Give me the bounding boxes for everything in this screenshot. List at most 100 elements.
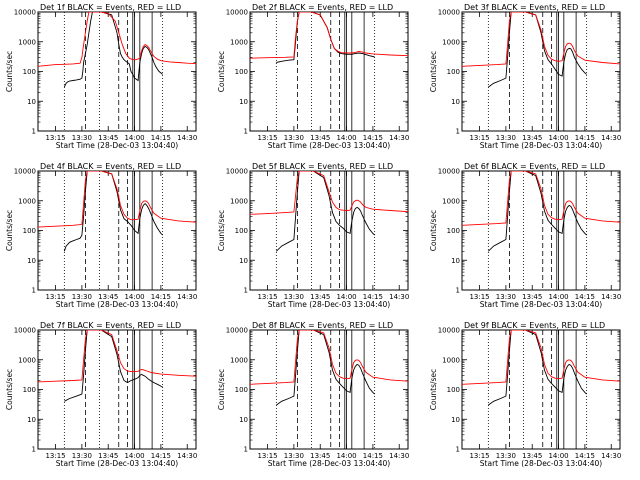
y-tick-label: 1000: [18, 356, 36, 364]
y-axis-label: Counts/sec: [5, 51, 14, 92]
y-axis-label: Counts/sec: [217, 210, 226, 251]
detector-panel-2: Det 2f BLACK = Events, RED = LLD 1 10 100 10…: [217, 3, 409, 150]
y-axis-label: Counts/sec: [217, 51, 226, 92]
x-tick-label: 14:30: [601, 134, 621, 142]
x-tick-label: 14:15: [363, 134, 383, 142]
x-axis-label: Start Time (28-Dec-03 13:04:40): [480, 300, 602, 309]
x-tick-label: 14:00: [124, 134, 144, 142]
x-tick-label: 13:30: [496, 134, 516, 142]
y-tick-label: 100: [23, 68, 36, 76]
x-tick-label: 13:45: [522, 134, 542, 142]
y-tick-label: 1000: [230, 356, 248, 364]
x-tick-label: 13:30: [284, 452, 304, 460]
y-tick-label: 1: [244, 128, 248, 136]
series-events-line: [276, 12, 375, 63]
x-tick-label: 13:45: [98, 134, 118, 142]
x-tick-label: 13:30: [496, 293, 516, 301]
x-tick-label: 14:30: [389, 452, 409, 460]
x-tick-label: 13:30: [284, 134, 304, 142]
x-tick-label: 14:15: [575, 134, 595, 142]
panel-title: Det 8f BLACK = Events, RED = LLD: [252, 321, 393, 330]
series-lld-line: [250, 12, 408, 59]
y-tick-label: 100: [447, 68, 460, 76]
y-tick-label: 1: [244, 446, 248, 454]
y-axis-label: Counts/sec: [5, 210, 14, 251]
y-axis-label: Counts/sec: [5, 369, 14, 410]
panel-title: Det 3f BLACK = Events, RED = LLD: [464, 3, 605, 12]
y-tick-label: 10000: [14, 327, 36, 335]
y-tick-label: 1000: [230, 38, 248, 46]
y-tick-label: 100: [23, 227, 36, 235]
x-tick-label: 13:30: [284, 293, 304, 301]
y-axis-label: Counts/sec: [429, 369, 438, 410]
x-tick-label: 14:00: [548, 134, 568, 142]
x-tick-label: 14:30: [177, 134, 197, 142]
detector-panel-3: Det 3f BLACK = Events, RED = LLD 1 10 100 10…: [429, 3, 621, 150]
x-tick-label: 14:15: [575, 293, 595, 301]
x-tick-label: 14:15: [575, 452, 595, 460]
x-tick-label: 13:15: [257, 293, 277, 301]
x-tick-label: 14:30: [177, 452, 197, 460]
detector-panel-7: Det 7f BLACK = Events, RED = LLD 1 10 100 10…: [5, 321, 197, 468]
panel-title: Det 4f BLACK = Events, RED = LLD: [40, 162, 181, 171]
y-tick-label: 10000: [14, 168, 36, 176]
x-tick-label: 13:45: [310, 134, 330, 142]
y-tick-label: 100: [23, 386, 36, 394]
x-tick-label: 13:45: [98, 452, 118, 460]
y-tick-label: 10000: [226, 327, 248, 335]
x-tick-label: 13:15: [469, 134, 489, 142]
axes-frame: [249, 170, 409, 291]
series-lld-line: [250, 330, 408, 385]
y-tick-label: 1: [32, 287, 36, 295]
x-tick-label: 14:00: [124, 452, 144, 460]
x-axis-label: Start Time (28-Dec-03 13:04:40): [268, 459, 390, 468]
x-tick-label: 14:15: [363, 452, 383, 460]
x-tick-label: 14:30: [601, 293, 621, 301]
y-tick-label: 1: [456, 446, 460, 454]
y-tick-label: 10: [239, 98, 248, 106]
detector-panel-1: Det 1f BLACK = Events, RED = LLD 1 10 100 10…: [5, 3, 197, 150]
panel-title: Det 7f BLACK = Events, RED = LLD: [40, 321, 181, 330]
x-tick-label: 13:15: [45, 452, 65, 460]
y-tick-label: 100: [235, 386, 248, 394]
y-tick-label: 10: [451, 416, 460, 424]
x-tick-label: 14:00: [548, 293, 568, 301]
series-events-line: [63, 12, 163, 88]
y-axis-label: Counts/sec: [429, 51, 438, 92]
panel-title: Det 5f BLACK = Events, RED = LLD: [252, 162, 393, 171]
series-events-line: [275, 171, 375, 252]
x-tick-label: 14:15: [151, 452, 171, 460]
x-tick-label: 13:15: [469, 293, 489, 301]
y-tick-label: 10000: [226, 168, 248, 176]
y-tick-label: 10000: [438, 168, 460, 176]
x-tick-label: 14:00: [124, 293, 144, 301]
series-lld-line: [38, 12, 196, 67]
x-tick-label: 14:30: [177, 293, 197, 301]
x-tick-label: 13:15: [469, 452, 489, 460]
y-tick-label: 10000: [14, 9, 36, 17]
x-tick-label: 14:15: [151, 134, 171, 142]
y-tick-label: 1000: [442, 356, 460, 364]
x-tick-label: 14:00: [336, 293, 356, 301]
y-tick-label: 1: [244, 287, 248, 295]
panel-title: Det 9f BLACK = Events, RED = LLD: [464, 321, 605, 330]
panel-title: Det 1f BLACK = Events, RED = LLD: [40, 3, 181, 12]
y-tick-label: 10: [27, 416, 36, 424]
y-tick-label: 10: [239, 257, 248, 265]
y-tick-label: 1: [32, 128, 36, 136]
x-axis-label: Start Time (28-Dec-03 13:04:40): [268, 141, 390, 150]
y-tick-label: 10000: [438, 9, 460, 17]
y-tick-label: 1000: [18, 38, 36, 46]
y-tick-label: 100: [235, 227, 248, 235]
x-tick-label: 13:30: [72, 293, 92, 301]
x-axis-label: Start Time (28-Dec-03 13:04:40): [56, 459, 178, 468]
x-tick-label: 14:00: [336, 452, 356, 460]
y-tick-label: 100: [447, 227, 460, 235]
y-tick-label: 10: [239, 416, 248, 424]
y-tick-label: 10: [451, 98, 460, 106]
panel-title: Det 2f BLACK = Events, RED = LLD: [252, 3, 393, 12]
y-tick-label: 1: [32, 446, 36, 454]
series-events-line: [488, 330, 587, 406]
detector-panel-9: Det 9f BLACK = Events, RED = LLD 1 10 100 10…: [429, 321, 621, 468]
